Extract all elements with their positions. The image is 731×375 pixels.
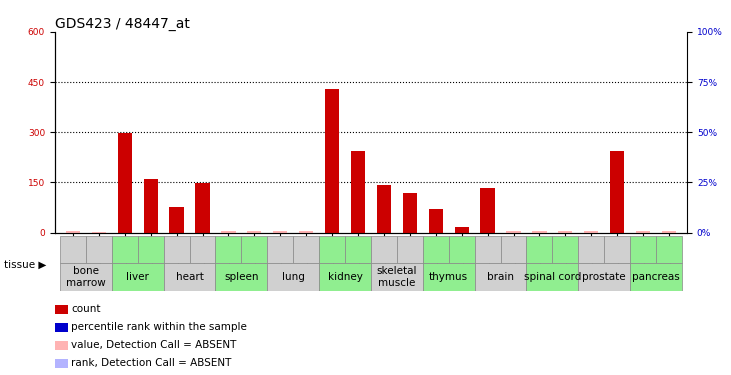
Bar (578, 263, 630, 291)
Bar (189, 236, 216, 263)
Bar (656, 236, 682, 263)
Bar (397, 236, 423, 263)
Bar (376, 184, 391, 232)
Text: prostate: prostate (583, 272, 626, 282)
Text: bone
marrow: bone marrow (66, 266, 106, 288)
Bar (268, 263, 319, 291)
Text: percentile rank within the sample: percentile rank within the sample (71, 322, 247, 332)
Text: tissue ▶: tissue ▶ (4, 260, 46, 269)
Bar (351, 151, 366, 232)
Bar (662, 231, 676, 232)
Bar (221, 231, 235, 232)
Bar (60, 236, 86, 263)
Text: thymus: thymus (429, 272, 469, 282)
Bar (584, 231, 599, 232)
Text: skeletal
muscle: skeletal muscle (376, 266, 417, 288)
Text: liver: liver (126, 272, 149, 282)
Bar (247, 231, 262, 232)
Bar (345, 236, 371, 263)
Bar (630, 263, 682, 291)
Bar (423, 263, 474, 291)
Bar (299, 231, 314, 232)
Bar (553, 236, 578, 263)
Bar (164, 236, 189, 263)
Bar (86, 236, 112, 263)
Bar (428, 209, 443, 232)
Bar (558, 231, 572, 232)
Text: pancreas: pancreas (632, 272, 680, 282)
Text: heart: heart (175, 272, 203, 282)
Bar (371, 236, 397, 263)
Bar (526, 263, 578, 291)
Bar (112, 263, 164, 291)
Text: GDS423 / 48447_at: GDS423 / 48447_at (55, 17, 190, 31)
Bar (610, 151, 624, 232)
Bar (268, 236, 293, 263)
Bar (474, 236, 501, 263)
Bar (319, 236, 345, 263)
Bar (630, 236, 656, 263)
Text: kidney: kidney (327, 272, 363, 282)
Bar (216, 263, 268, 291)
Bar (507, 231, 520, 232)
Bar (526, 236, 553, 263)
Bar (60, 263, 112, 291)
Bar (532, 231, 547, 232)
Bar (216, 236, 241, 263)
Text: spinal cord: spinal cord (523, 272, 581, 282)
Bar (319, 263, 371, 291)
Bar (112, 236, 137, 263)
Bar (501, 236, 526, 263)
Bar (423, 236, 449, 263)
Bar (325, 89, 339, 232)
Text: spleen: spleen (224, 272, 259, 282)
Bar (403, 193, 417, 232)
Bar (605, 236, 630, 263)
Bar (143, 179, 158, 232)
Text: brain: brain (487, 272, 514, 282)
Bar (455, 228, 469, 232)
Bar (273, 231, 287, 232)
Text: lung: lung (282, 272, 305, 282)
Text: count: count (71, 304, 100, 314)
Bar (449, 236, 474, 263)
Bar (578, 236, 605, 263)
Bar (164, 263, 216, 291)
Text: value, Detection Call = ABSENT: value, Detection Call = ABSENT (71, 340, 236, 350)
Bar (474, 263, 526, 291)
Text: rank, Detection Call = ABSENT: rank, Detection Call = ABSENT (71, 358, 231, 368)
Bar (371, 263, 423, 291)
Bar (170, 207, 183, 232)
Bar (195, 183, 210, 232)
Bar (66, 231, 80, 232)
Bar (636, 231, 650, 232)
Bar (480, 188, 495, 232)
Bar (241, 236, 268, 263)
Bar (118, 133, 132, 232)
Bar (137, 236, 164, 263)
Bar (293, 236, 319, 263)
